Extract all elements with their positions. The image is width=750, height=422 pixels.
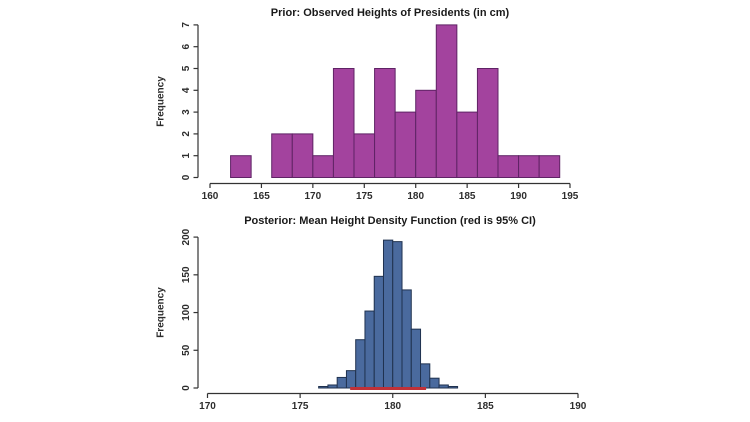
histogram-bar <box>312 155 334 178</box>
prior-plot-title: Prior: Observed Heights of Presidents (i… <box>270 7 510 19</box>
x-tick-label: 170 <box>305 191 322 202</box>
histogram-bar <box>401 289 412 389</box>
x-tick-label: 170 <box>199 401 216 412</box>
y-tick-label: 50 <box>181 344 192 356</box>
x-tick-label: 190 <box>510 191 527 202</box>
histogram-bar <box>410 328 422 389</box>
posterior-histogram: 170 175 180 185 190 0 50 100 150 200 <box>181 228 587 412</box>
histogram-bar <box>374 68 396 178</box>
x-tick-label: 165 <box>253 191 270 202</box>
prior-histogram: 160 165 170 175 180 185 190 195 0 1 2 3 4 5 6 7 <box>181 22 579 202</box>
histogram-bar <box>429 377 440 389</box>
y-tick-label: 7 <box>181 22 192 28</box>
y-tick-label: 6 <box>181 43 192 49</box>
x-tick-label: 180 <box>384 401 401 412</box>
histogram-bar <box>394 111 417 178</box>
y-tick-label: 1 <box>181 152 192 158</box>
y-tick-label: 0 <box>181 385 192 391</box>
histogram-bar <box>327 384 338 389</box>
histogram-bar <box>332 68 355 178</box>
y-tick-label: 3 <box>181 109 192 115</box>
histogram-bar <box>345 370 357 389</box>
histogram-bar <box>435 24 458 179</box>
histogram-bar <box>392 241 403 389</box>
posterior-plot-title: Posterior: Mean Height Density Function … <box>244 215 536 227</box>
y-tick-label: 150 <box>181 266 192 283</box>
histogram-bar <box>230 155 252 178</box>
y-tick-label: 4 <box>181 87 192 93</box>
y-tick-label: 200 <box>181 228 192 245</box>
x-tick-label: 175 <box>356 191 373 202</box>
histogram-bar <box>497 155 520 178</box>
histogram-bar <box>271 133 293 178</box>
histogram-bar <box>447 385 459 389</box>
histogram-bar <box>456 111 478 178</box>
posterior-y-axis-label: Frequency <box>155 287 167 338</box>
x-tick-label: 180 <box>407 191 424 202</box>
x-tick-label: 185 <box>477 401 494 412</box>
histogram-bar <box>420 363 431 389</box>
y-tick-label: 100 <box>181 304 192 321</box>
x-tick-label: 190 <box>570 401 587 412</box>
histogram-bar <box>291 133 314 178</box>
x-tick-label: 160 <box>202 191 219 202</box>
histogram-bar <box>355 339 366 389</box>
histogram-bar <box>382 239 394 389</box>
histogram-bar <box>373 275 384 389</box>
x-tick-label: 185 <box>459 191 476 202</box>
histogram-bar <box>364 310 375 389</box>
x-tick-label: 195 <box>562 191 579 202</box>
histogram-bar <box>538 155 561 178</box>
prior-y-axis-label: Frequency <box>155 76 167 127</box>
histogram-bar <box>353 133 376 178</box>
histogram-bar <box>438 384 449 389</box>
y-tick-label: 2 <box>181 131 192 137</box>
histogram-bar <box>336 376 347 389</box>
x-tick-label: 175 <box>292 401 309 412</box>
y-tick-label: 0 <box>181 174 192 180</box>
histogram-bar <box>415 89 437 178</box>
histogram-bar <box>318 385 329 389</box>
histogram-bar <box>518 155 540 178</box>
histogram-bar <box>476 68 499 178</box>
y-tick-label: 5 <box>181 65 192 71</box>
